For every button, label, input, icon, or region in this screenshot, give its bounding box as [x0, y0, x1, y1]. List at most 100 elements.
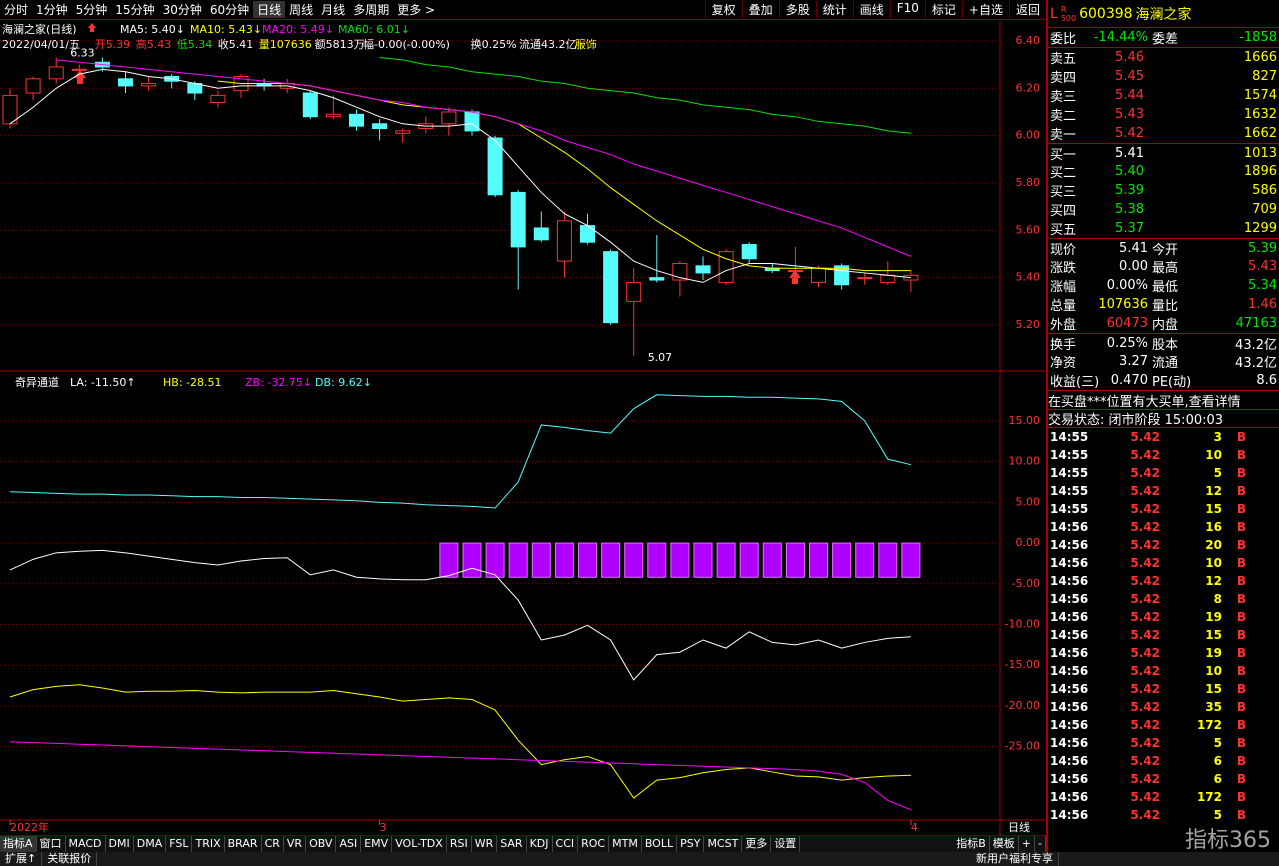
date-label: 4	[911, 821, 918, 834]
period-tab[interactable]: 30分钟	[162, 3, 202, 17]
y-tick-label: -15.00	[1005, 658, 1040, 671]
status-item[interactable]: 关联报价	[42, 852, 98, 866]
toolbar-button[interactable]: 标记	[924, 1, 962, 18]
indicator-tab[interactable]: 窗口	[37, 836, 66, 852]
notice[interactable]: 在买盘***位置有大买单,查看详情	[1048, 390, 1279, 410]
low-label: 5.07	[648, 351, 673, 364]
indicator-tab[interactable]: 设置	[771, 836, 801, 852]
period-tab[interactable]: 周线	[289, 3, 314, 17]
indicator-tab[interactable]: VR	[284, 836, 307, 852]
trade-price: 5.42	[1130, 592, 1160, 606]
indicator-tab[interactable]: CCI	[553, 836, 579, 852]
indicator-tab[interactable]: ROC	[578, 836, 610, 852]
candle-body	[880, 274, 896, 283]
period-tab[interactable]: 60分钟	[209, 3, 250, 17]
trade-time: 14:55	[1050, 484, 1089, 498]
trade-time: 14:56	[1050, 700, 1089, 714]
signal-bar	[601, 542, 621, 578]
watermark: 指标365	[1185, 828, 1271, 852]
indicator-line	[9, 394, 912, 509]
indicator-tab[interactable]: ASI	[336, 836, 362, 852]
book-row: 卖五 5.46 1666	[1048, 48, 1279, 67]
stat-label: 内盘	[1152, 318, 1179, 333]
indicator-tab[interactable]: VOL-TDX	[392, 836, 447, 852]
indicator-tab-b[interactable]: -	[1035, 836, 1046, 852]
trade-price: 5.42	[1130, 646, 1160, 660]
period-tab[interactable]: 1分钟	[36, 3, 68, 17]
toolbar-button[interactable]: 叠加	[741, 1, 779, 18]
toolbar-button[interactable]: F10	[889, 1, 925, 18]
toolbar-button[interactable]: +自选	[961, 1, 1009, 18]
trade-side: B	[1236, 772, 1246, 786]
indicator-tab[interactable]: FSL	[166, 836, 193, 852]
trade-time: 14:56	[1050, 808, 1089, 822]
toolbar-button[interactable]: 返回	[1008, 1, 1046, 18]
period-tab[interactable]: 5分钟	[75, 3, 108, 17]
indicator-tab[interactable]: 更多	[742, 836, 772, 852]
indicator-tab[interactable]: DMA	[134, 836, 167, 852]
toolbar-button[interactable]: 画线	[852, 1, 890, 18]
trade-side: B	[1236, 556, 1246, 570]
indicator-tab[interactable]: PSY	[677, 836, 705, 852]
indicator-tab[interactable]: MACD	[66, 836, 106, 852]
y-tick-label: -20.00	[1005, 699, 1040, 712]
indicator-tab[interactable]: CR	[262, 836, 284, 852]
trade-price: 5.42	[1130, 520, 1160, 534]
trade-volume: 5	[1213, 466, 1222, 480]
indicator-tab[interactable]: TRIX	[192, 836, 225, 852]
status-promo[interactable]: 新用户福利专享	[971, 852, 1059, 866]
status-item[interactable]: 扩展↑	[0, 852, 43, 866]
stat-value: 0.470	[1110, 373, 1148, 388]
period-tab[interactable]: 多周期	[353, 3, 390, 17]
indicator-tab-b[interactable]: 指标B	[953, 836, 990, 852]
indicator-tab[interactable]: BRAR	[225, 836, 262, 852]
book-volume: 586	[1252, 183, 1277, 198]
candle-body	[25, 78, 41, 94]
indicator-tab[interactable]: MCST	[704, 836, 743, 852]
period-tab[interactable]: 月线	[321, 3, 346, 17]
toolbar-button[interactable]: 复权	[704, 1, 742, 18]
stat-row: 外盘 60473 内盘 47163	[1048, 314, 1279, 333]
signal-bar	[762, 542, 782, 578]
toolbar-button[interactable]: 统计	[815, 1, 853, 18]
toolbar-button[interactable]: 多股	[778, 1, 816, 18]
trade-price: 5.42	[1130, 574, 1160, 588]
period-tab[interactable]: 15分钟	[115, 3, 155, 17]
book-label: 买二	[1050, 166, 1077, 181]
signal-bar	[462, 542, 482, 578]
trade-row: 14:56 5.42 15 B	[1048, 680, 1279, 698]
stat-row: 收益(三) 0.470 PE(动) 8.6	[1048, 371, 1279, 390]
trade-volume: 3	[1213, 430, 1222, 444]
y-tick-label: 5.00	[1016, 495, 1041, 508]
trade-row: 14:56 5.42 12 B	[1048, 572, 1279, 590]
period-tab[interactable]: 更多 >	[397, 3, 436, 17]
indicator-tab[interactable]: MTM	[609, 836, 642, 852]
indicator-tab[interactable]: RSI	[447, 836, 472, 852]
legend-text: 量107636	[259, 38, 312, 51]
indicator-tab-b[interactable]: +	[1019, 836, 1036, 852]
period-tab[interactable]: 分时	[4, 3, 29, 17]
indicator-tab[interactable]: OBV	[306, 836, 337, 852]
indicator-tab[interactable]: EMV	[361, 836, 393, 852]
trade-time: 14:56	[1050, 556, 1089, 570]
stat-value: 0.25%	[1106, 335, 1148, 351]
y-tick-label: 0.00	[1016, 536, 1041, 549]
indicator-tab[interactable]: 指标A	[0, 836, 37, 852]
indicator-tab[interactable]: KDJ	[527, 836, 553, 852]
candle-body	[510, 191, 526, 248]
trade-price: 5.42	[1130, 754, 1160, 768]
indicator-tab-b[interactable]: 模板	[990, 836, 1019, 852]
trade-time: 14:55	[1050, 466, 1089, 480]
book-row: 卖一 5.42 1662	[1048, 124, 1279, 143]
book-volume: 1896	[1243, 164, 1277, 179]
ma-line	[56, 59, 912, 257]
indicator-tab[interactable]: BOLL	[642, 836, 678, 852]
indicator-tab[interactable]: WR	[472, 836, 498, 852]
indicator-tab[interactable]: SAR	[497, 836, 527, 852]
signal-bar	[901, 542, 921, 578]
trade-volume: 12	[1205, 574, 1222, 588]
indicator-tab[interactable]: DMI	[106, 836, 134, 852]
legend-text: 流通43.2亿	[519, 37, 577, 51]
signal-bar	[739, 542, 759, 578]
period-tab[interactable]: 日线	[253, 1, 286, 18]
